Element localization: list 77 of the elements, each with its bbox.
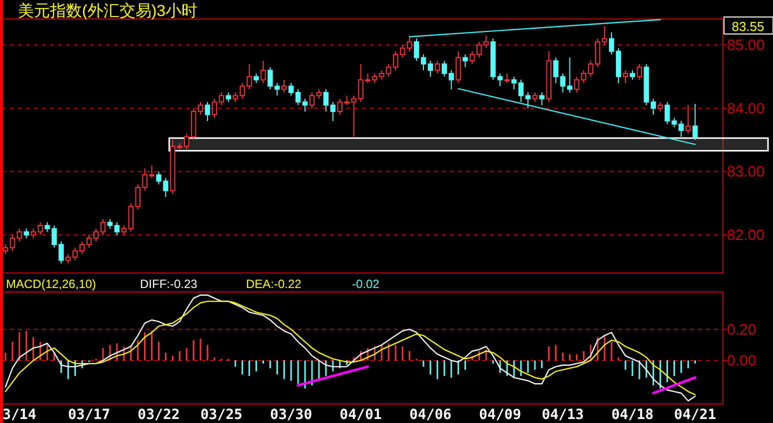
x-tick-label: 04/18 xyxy=(611,407,654,423)
candlestick xyxy=(686,104,691,134)
candlestick xyxy=(406,34,412,52)
candlestick xyxy=(622,70,628,84)
candlestick xyxy=(595,38,600,68)
text: -0.02 xyxy=(352,277,380,291)
candlestick xyxy=(462,54,468,68)
candlestick xyxy=(630,70,636,80)
candlestick xyxy=(2,244,8,254)
chart-title: MACD(12,26,10) xyxy=(6,277,96,291)
candlestick xyxy=(539,92,544,106)
candlestick xyxy=(302,98,308,112)
candlestick xyxy=(100,218,106,236)
candlestick xyxy=(497,72,503,87)
candlestick xyxy=(107,218,113,230)
y-tick-label: 84.00 xyxy=(727,100,765,118)
x-tick-label: 04/09 xyxy=(479,407,522,423)
candlestick xyxy=(504,72,510,84)
candlestick xyxy=(10,234,16,252)
candlestick xyxy=(456,50,461,84)
candlestick xyxy=(434,60,440,74)
y-tick-label: 83.00 xyxy=(727,164,765,181)
candlestick xyxy=(316,88,322,100)
candlestick xyxy=(93,228,99,242)
candlestick xyxy=(184,133,190,150)
y-tick-label: 0.20 xyxy=(727,321,756,338)
candlestick xyxy=(511,76,517,90)
x-tick-label: 04/06 xyxy=(409,407,452,423)
candlestick xyxy=(282,79,287,93)
candlestick xyxy=(288,82,294,96)
candlestick xyxy=(518,79,524,102)
x-tick-label: 04/13 xyxy=(542,407,584,423)
candlestick xyxy=(602,25,608,46)
candlestick xyxy=(532,92,538,102)
candlestick xyxy=(309,92,315,109)
candlestick xyxy=(24,228,29,239)
candlestick xyxy=(414,38,420,62)
candlestick xyxy=(525,92,531,109)
x-tick-label: 03/22 xyxy=(138,407,180,423)
candlestick xyxy=(330,101,336,122)
candlestick xyxy=(198,101,204,116)
candlestick xyxy=(428,60,434,78)
candlestick xyxy=(121,224,126,236)
candlestick xyxy=(218,92,224,106)
candlestick xyxy=(295,88,301,106)
x-tick-label: 04/21 xyxy=(674,407,716,423)
candlestick xyxy=(260,60,266,84)
x-tick-label: 04/01 xyxy=(340,407,382,423)
candlestick xyxy=(323,88,329,112)
x-tick-label: 03/30 xyxy=(270,407,312,423)
series-label: DEA:-0.22 xyxy=(246,277,302,291)
candlestick xyxy=(86,234,92,248)
candlestick xyxy=(80,240,85,254)
candlestick xyxy=(658,101,663,112)
candlestick xyxy=(226,92,231,102)
candlestick xyxy=(16,228,22,242)
candlestick xyxy=(212,98,218,118)
candlestick xyxy=(608,32,614,55)
x-tick-label: 03/25 xyxy=(200,407,243,423)
x-tick-label: 3/14 xyxy=(2,407,36,423)
y-tick-label: 0.00 xyxy=(727,352,756,370)
candlestick xyxy=(400,44,406,58)
candlestick xyxy=(128,202,134,232)
candlestick xyxy=(386,63,392,78)
x-tick-label: 03/17 xyxy=(68,407,110,423)
y-tick-label: 82.00 xyxy=(727,226,765,244)
candlestick xyxy=(420,54,426,71)
y-tick-label: 85.00 xyxy=(727,36,765,54)
candlestick xyxy=(636,63,642,80)
candlestick xyxy=(254,72,259,84)
series-label: DIFF:-0.23 xyxy=(140,277,198,291)
candlestick xyxy=(114,222,120,236)
candlestick xyxy=(692,103,698,140)
candlestick xyxy=(204,101,210,122)
chart-title: 美元指数(外汇交易)3小时 xyxy=(18,2,198,20)
candlestick xyxy=(393,50,398,71)
text: 83.55 xyxy=(732,19,764,34)
